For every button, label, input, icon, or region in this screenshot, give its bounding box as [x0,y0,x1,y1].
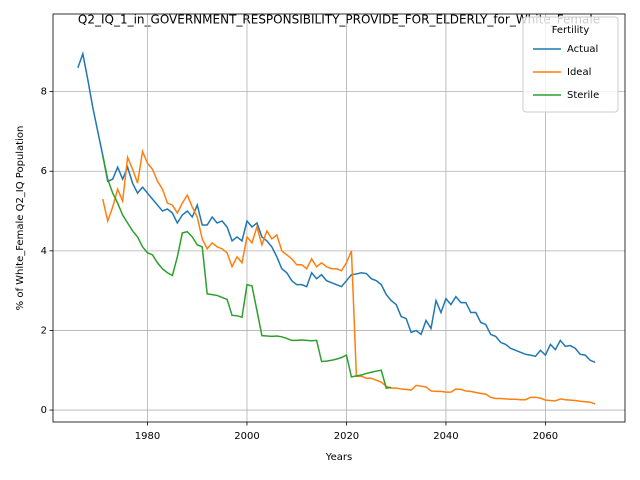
y-tick-label: 8 [41,87,47,98]
plot-frame [52,13,626,423]
x-tick-label: 2040 [433,431,458,442]
legend-label: Ideal [567,67,591,78]
x-tick-label: 2000 [234,431,259,442]
series-line [102,155,392,390]
legend-box [522,16,619,113]
y-tick-label: 4 [41,246,47,257]
y-axis-label: % of White_Female Q2_IQ Population [15,126,26,311]
x-tick-label: 2060 [533,431,558,442]
legend-label: Sterile [567,90,599,101]
x-tick-label: 1980 [135,431,160,442]
y-tick-label: 2 [41,325,47,336]
x-axis-label: Years [325,452,352,463]
legend-label: Actual [567,44,598,55]
series-line [102,148,596,405]
y-tick-label: 6 [41,166,47,177]
chart-title: Q2_IQ_1_in_GOVERNMENT_RESPONSIBILITY_PRO… [78,13,600,27]
y-tick-label: 0 [41,405,47,416]
series-line [77,50,596,363]
legend-title: Fertility [552,25,590,36]
x-tick-label: 2020 [334,431,359,442]
